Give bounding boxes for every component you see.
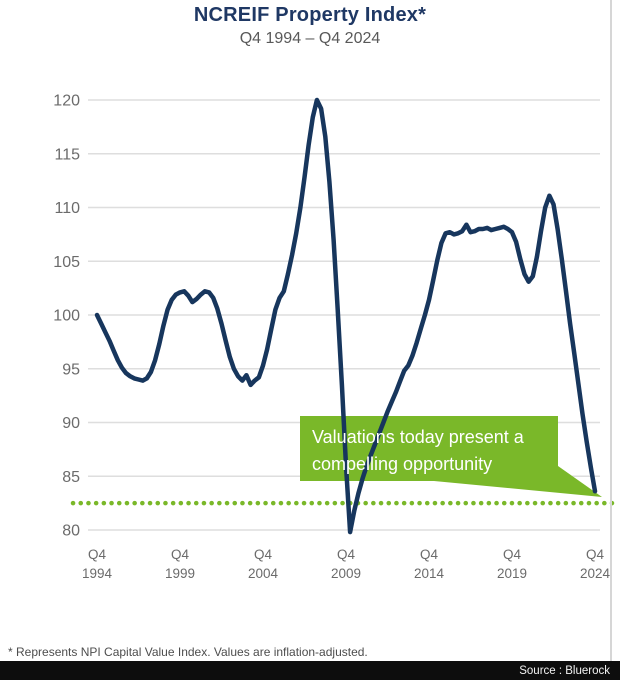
- x-tick-label-quarter: Q4: [503, 547, 522, 562]
- y-tick-label: 120: [53, 93, 80, 110]
- x-tick-label-year: 2009: [331, 566, 361, 581]
- index-line-series: [94, 97, 598, 535]
- x-tick-label-quarter: Q4: [420, 547, 439, 562]
- x-tick-label-year: 1999: [165, 566, 195, 581]
- x-tick-label-year: 2014: [414, 566, 445, 581]
- y-tick-label: 105: [53, 254, 80, 271]
- callout-bubble: [300, 416, 602, 497]
- x-tick-label-year: 2024: [580, 566, 611, 581]
- y-tick-label: 80: [62, 523, 80, 540]
- footnote-text: * Represents NPI Capital Value Index. Va…: [8, 645, 368, 659]
- chart-title: NCREIF Property Index*: [193, 4, 427, 26]
- x-tick-label-quarter: Q4: [171, 547, 190, 562]
- gridlines: [88, 99, 600, 531]
- y-tick-label: 90: [62, 415, 80, 432]
- x-axis-labels: Q4 1994 Q4 1999 Q4 2004 Q4 2009 Q4 2014 Q4 2019 Q4 20…: [82, 547, 611, 581]
- x-tick-label-year: 2019: [497, 566, 527, 581]
- x-tick-label-year: 1994: [82, 566, 113, 581]
- y-tick-label: 110: [54, 200, 80, 217]
- x-tick-label-quarter: Q4: [254, 547, 273, 562]
- y-tick-label: 100: [53, 308, 80, 325]
- source-label: Source : Bluerock: [519, 664, 610, 677]
- source-bar: Source : Bluerock: [0, 661, 620, 680]
- x-tick-label-quarter: Q4: [88, 547, 107, 562]
- callout-annotation: Valuations today present a compelling op…: [312, 424, 552, 478]
- y-tick-label: 95: [62, 361, 80, 378]
- callout-line-2: compelling opportunity: [312, 454, 493, 474]
- chart-header: NCREIF Property Index* Q4 1994 – Q4 2024: [0, 4, 620, 48]
- chart-subtitle: Q4 1994 – Q4 2024: [239, 30, 381, 47]
- x-tick-label-quarter: Q4: [337, 547, 356, 562]
- frame-edge-line: [610, 0, 612, 661]
- x-tick-label-quarter: Q4: [586, 547, 605, 562]
- y-tick-label: 115: [54, 146, 80, 163]
- callout-line-1: Valuations today present a: [312, 427, 524, 447]
- y-axis-labels: 120 115 110 105 100 95 90 85 80: [53, 93, 80, 540]
- x-tick-label-year: 2004: [248, 566, 279, 581]
- y-tick-label: 85: [62, 469, 80, 486]
